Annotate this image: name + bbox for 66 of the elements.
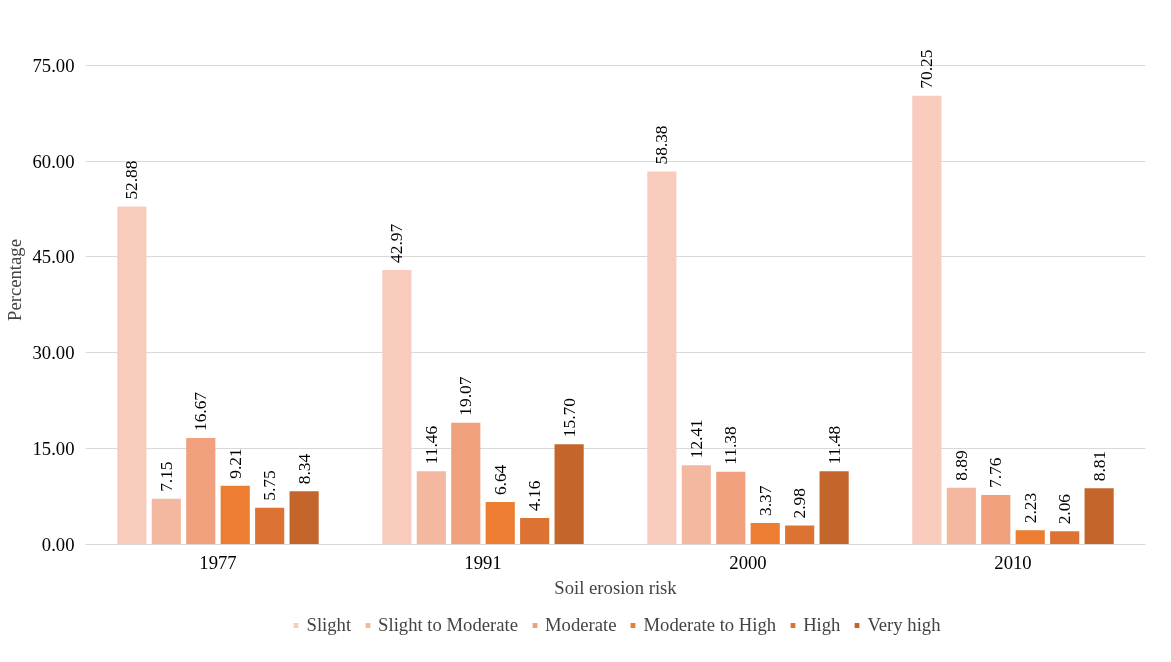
x-tick-label: 2010 — [994, 551, 1032, 573]
legend-label: High — [803, 614, 841, 636]
data-label: 9.21 — [225, 448, 245, 479]
data-label: 11.38 — [721, 426, 741, 465]
legend-label: Slight — [306, 614, 352, 636]
x-tick-label: 1991 — [464, 551, 502, 573]
legend-label: Moderate — [545, 614, 617, 636]
data-label: 8.81 — [1089, 450, 1109, 482]
bar — [912, 95, 942, 545]
data-label: 5.75 — [260, 470, 280, 501]
data-label: 42.97 — [387, 223, 407, 263]
data-label: 7.76 — [986, 457, 1006, 488]
y-tick-label: 30.00 — [32, 342, 75, 364]
data-label: 11.46 — [421, 425, 441, 465]
data-label: 15.70 — [559, 398, 579, 438]
bar — [716, 471, 746, 545]
bar — [220, 485, 250, 545]
legend-label: Moderate to High — [643, 614, 777, 636]
data-label: 8.89 — [951, 450, 971, 481]
data-label: 11.48 — [824, 425, 844, 465]
bar — [186, 437, 216, 545]
bar — [750, 522, 780, 545]
bar — [289, 491, 319, 545]
bar — [485, 502, 515, 545]
bar — [946, 487, 976, 545]
y-tick-label: 75.00 — [32, 54, 75, 76]
y-tick-label: 60.00 — [32, 150, 75, 172]
data-label: 2.23 — [1020, 492, 1040, 524]
x-tick-label: 2000 — [729, 551, 767, 573]
legend-label: Very high — [867, 614, 941, 636]
data-label: 16.67 — [191, 391, 211, 431]
data-label: 12.41 — [686, 419, 706, 459]
y-tick-label: 15.00 — [32, 438, 75, 460]
bar — [785, 525, 815, 545]
data-label: 2.98 — [790, 488, 810, 519]
y-axis-title: Percentage — [3, 239, 25, 321]
legend-label: Slight to Moderate — [378, 614, 518, 636]
bar — [1050, 531, 1080, 545]
data-label: 52.88 — [122, 160, 142, 200]
data-label: 2.06 — [1055, 493, 1075, 525]
bar — [819, 471, 849, 545]
bar — [681, 465, 711, 545]
bar — [117, 206, 147, 545]
data-label: 4.16 — [525, 480, 545, 511]
bar — [255, 507, 285, 545]
bar — [981, 494, 1011, 545]
y-tick-label: 45.00 — [32, 246, 75, 268]
bar — [1015, 530, 1045, 545]
bar — [451, 422, 481, 545]
bar — [520, 517, 550, 545]
bar — [382, 269, 412, 545]
data-label: 3.37 — [755, 485, 775, 516]
y-tick-label: 0.00 — [41, 534, 75, 555]
x-tick-label: 1977 — [199, 551, 237, 573]
data-label: 8.34 — [294, 453, 314, 485]
data-label: 58.38 — [652, 125, 672, 165]
data-label: 7.15 — [156, 461, 176, 492]
bar — [1084, 488, 1114, 545]
bar — [554, 444, 584, 545]
x-axis-title: Soil erosion risk — [554, 576, 678, 598]
data-label: 70.25 — [917, 49, 937, 89]
data-label: 6.64 — [490, 464, 510, 496]
bar — [151, 498, 181, 545]
bar — [416, 471, 446, 545]
data-label: 19.07 — [456, 376, 476, 416]
bar — [647, 171, 677, 545]
